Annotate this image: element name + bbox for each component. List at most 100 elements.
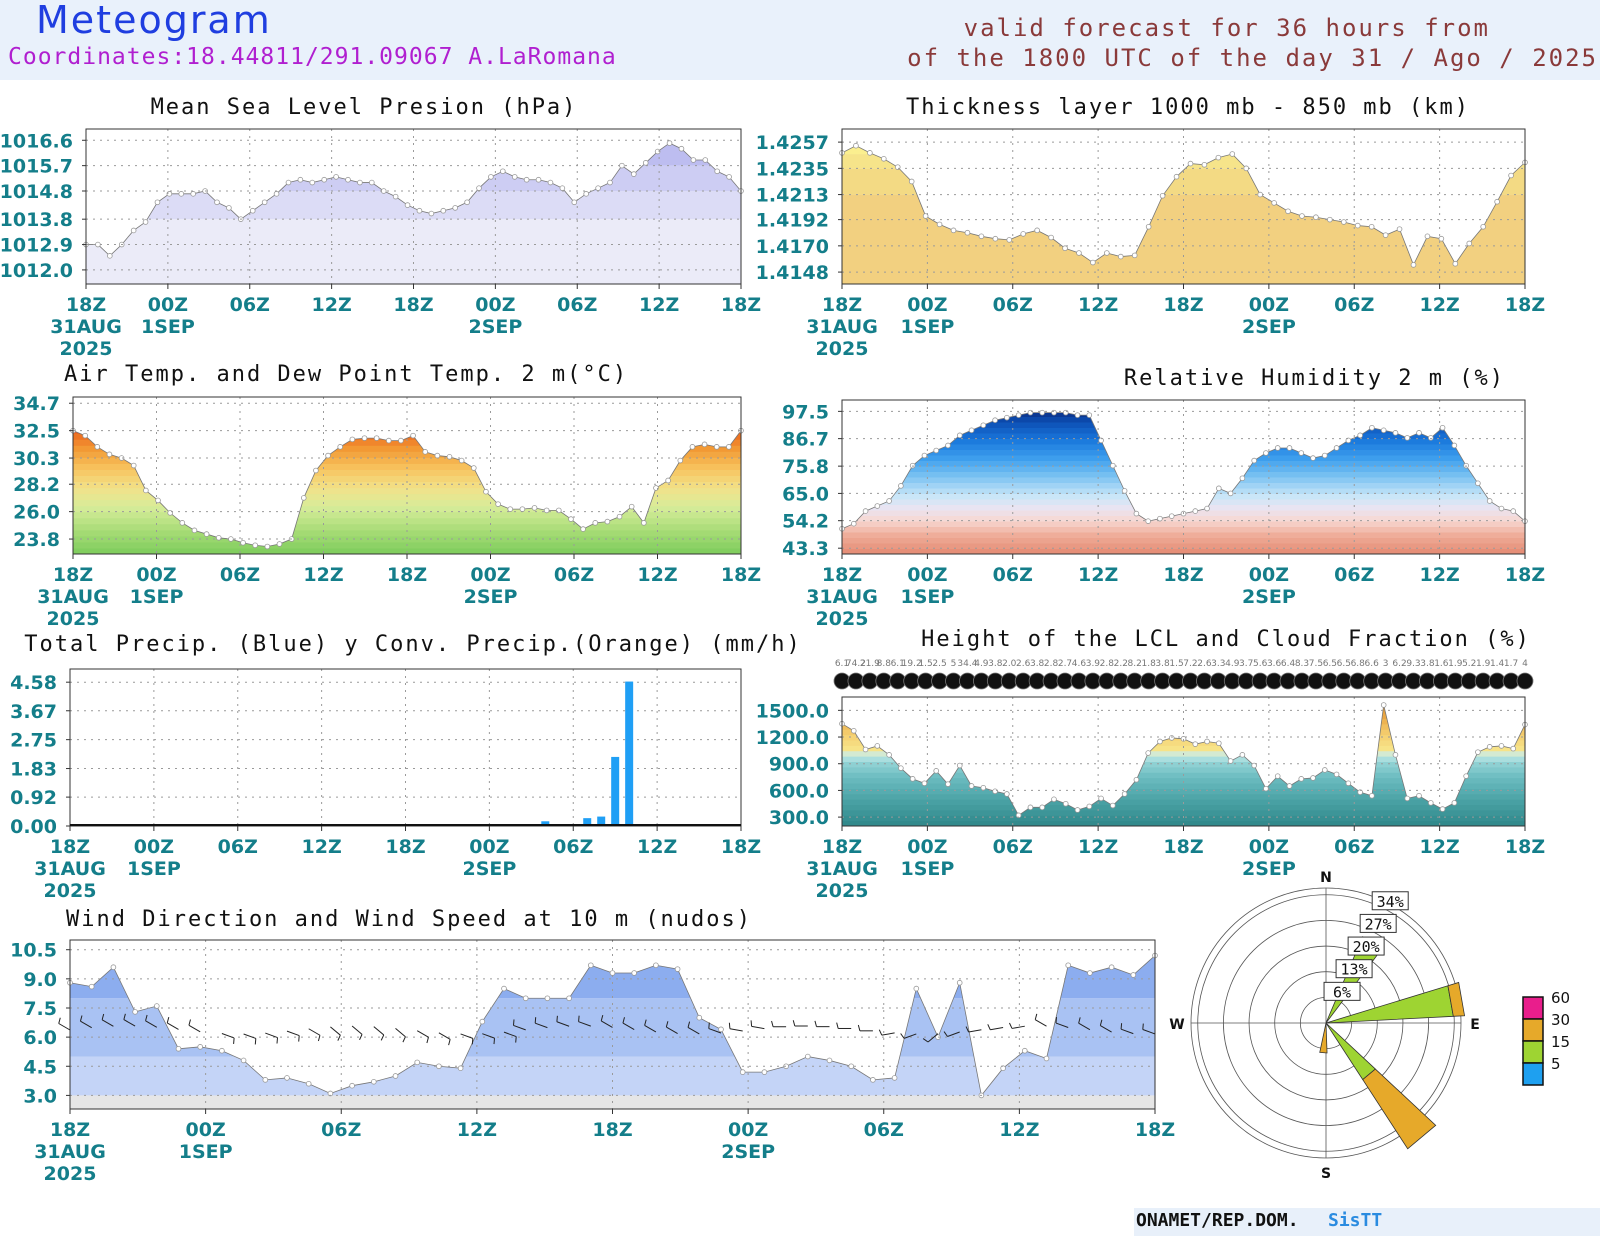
x-date-label: 2SEP — [1242, 586, 1296, 608]
data-point — [547, 179, 554, 186]
data-point — [249, 207, 256, 214]
data-point — [1357, 432, 1363, 439]
x-tick-label: 00Z — [728, 1119, 768, 1141]
data-point — [155, 497, 161, 504]
y-tick-label: 7.5 — [23, 998, 57, 1020]
windrose-direction-e: E — [1470, 1017, 1480, 1033]
lcl-band — [842, 761, 1525, 768]
data-point — [1310, 775, 1316, 781]
y-tick-label: 54.2 — [782, 511, 829, 533]
data-point — [1043, 1055, 1050, 1062]
cloud-fraction-label: 3.8 — [988, 659, 1003, 669]
panel-temperature: Air Temp. and Dew Point Temp. 2 m(°C) 23.… — [13, 362, 761, 630]
data-point — [142, 219, 149, 225]
x-tick-label: 00Z — [470, 564, 510, 586]
x-tick-label: 18Z — [66, 294, 106, 316]
data-point — [580, 526, 586, 532]
data-point — [978, 233, 985, 240]
temperature-band — [73, 481, 741, 489]
data-point — [921, 780, 928, 787]
mslp-band — [86, 143, 741, 166]
data-point — [1404, 795, 1411, 802]
data-point — [1299, 213, 1305, 219]
data-point — [284, 1075, 290, 1081]
x-date-label: 1SEP — [900, 586, 954, 608]
data-point — [543, 507, 550, 514]
data-point — [392, 1073, 399, 1079]
windrose-legend-label: 5 — [1551, 1055, 1561, 1073]
data-point — [414, 1059, 421, 1066]
wind-barb — [687, 1027, 700, 1035]
data-point — [130, 462, 137, 469]
cloud-fraction-label: 3.3 — [1211, 659, 1225, 669]
data-point — [422, 449, 429, 455]
cloud-fraction-label: 21.9 — [860, 659, 880, 669]
windrose: 6% 13% 20% 27% 34% N E S W 60 30 15 5 — [1169, 870, 1570, 1182]
wind-barb-flag — [900, 1033, 905, 1039]
wind-barb-flag — [1078, 1017, 1081, 1024]
data-point — [945, 781, 951, 787]
wind-barb — [622, 1022, 635, 1031]
cloud-cover-symbol — [1516, 672, 1534, 690]
y-tick-label: 1.83 — [10, 759, 57, 781]
data-point — [1229, 151, 1236, 157]
data-point — [88, 983, 95, 990]
data-point — [1157, 515, 1163, 522]
data-point — [1133, 776, 1140, 783]
wind-barb-flag — [578, 1015, 580, 1022]
wind-barb — [438, 1032, 451, 1040]
data-point — [1345, 437, 1352, 444]
windrose-ring-label-box — [1335, 959, 1373, 979]
wind-barb — [58, 1023, 71, 1031]
y-tick-label: 4.5 — [23, 1056, 57, 1078]
y-tick-label: 3.0 — [23, 1085, 57, 1107]
data-point — [1285, 208, 1291, 215]
data-point — [992, 788, 998, 795]
data-point — [1274, 773, 1281, 779]
data-point — [913, 985, 920, 992]
data-point — [666, 140, 673, 146]
data-point — [106, 451, 113, 458]
data-point — [219, 1047, 225, 1054]
data-point — [398, 437, 404, 444]
data-point — [264, 543, 271, 550]
data-point — [1192, 741, 1199, 747]
wind-barb — [968, 1029, 982, 1033]
wind-barb-flag — [493, 1038, 496, 1045]
wind-barb-flag — [359, 1034, 363, 1041]
windrose-direction-s: S — [1321, 1166, 1331, 1182]
windrose-ring-label-box — [1347, 936, 1385, 956]
wind-barb-flag — [534, 1017, 537, 1024]
x-tick-label: 00Z — [907, 294, 947, 316]
data-point — [853, 142, 859, 149]
x-date-label: 2025 — [44, 1163, 97, 1185]
x-date-label: 2025 — [816, 608, 869, 630]
data-point — [179, 520, 186, 526]
wind-barb-flag — [188, 1019, 191, 1026]
panel-lcl: Height of the LCL and Cloud Fraction (%)… — [756, 627, 1545, 902]
y-tick-label: 0.00 — [10, 816, 57, 838]
data-point — [1369, 424, 1375, 431]
cloud-fraction-label: 6.4 — [1281, 659, 1296, 669]
temperature-band — [73, 475, 741, 483]
wind-barb-flag — [878, 1029, 883, 1036]
data-point — [252, 542, 258, 549]
wind-barb-flag — [448, 1039, 451, 1046]
x-tick-label: 18Z — [721, 836, 761, 858]
x-date-label: 31AUG — [34, 1141, 106, 1163]
data-point — [922, 213, 929, 219]
data-point — [228, 536, 234, 542]
data-point — [1480, 223, 1486, 230]
data-point — [1130, 972, 1137, 978]
wind-barb-flag — [600, 1014, 604, 1022]
data-point — [1239, 752, 1246, 758]
data-point — [544, 995, 551, 1002]
data-point — [452, 205, 458, 211]
cloud-fraction-label: 3.8 — [1420, 659, 1435, 669]
cloud-fraction-label: 4.6 — [1072, 659, 1087, 669]
wind-barb — [1120, 1028, 1134, 1035]
data-point — [761, 1069, 768, 1075]
data-point — [1117, 253, 1124, 260]
data-point — [215, 535, 222, 541]
wind-barb — [556, 1021, 570, 1027]
